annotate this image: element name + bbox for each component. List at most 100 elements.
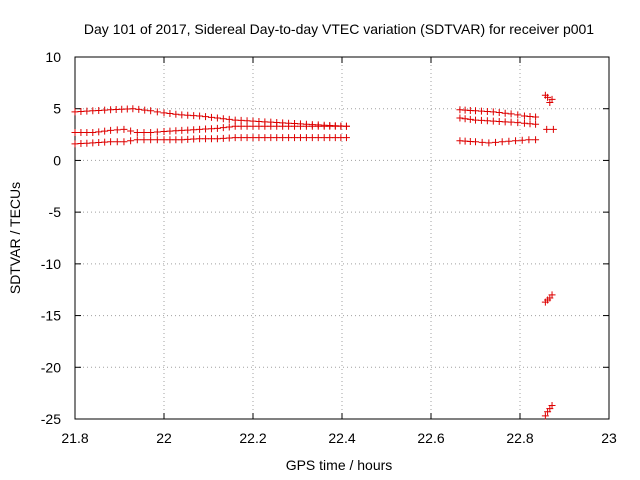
track-upper-point — [190, 112, 198, 120]
track-lower-point — [231, 134, 239, 142]
track-lower-point — [485, 139, 493, 147]
chart-title: Day 101 of 2017, Sidereal Day-to-day VTE… — [84, 21, 594, 37]
data-points — [71, 91, 557, 420]
end-cluster-minus24-point — [541, 412, 549, 420]
track-lower-point — [249, 134, 257, 142]
track-middle-point — [526, 120, 534, 128]
track-lower-point — [492, 138, 500, 146]
track-middle-point — [255, 122, 263, 130]
track-lower-point — [219, 134, 227, 142]
track-lower-point — [291, 134, 299, 142]
track-middle-point — [472, 116, 479, 124]
track-middle-point — [71, 129, 79, 137]
track-upper-point — [147, 107, 155, 115]
track-middle-point — [120, 125, 128, 133]
track-lower-point — [255, 134, 263, 142]
track-upper-point — [89, 107, 97, 115]
track-middle-point — [207, 125, 215, 133]
track-lower-point — [107, 138, 115, 146]
track-middle-point — [133, 129, 141, 137]
track-lower-point — [207, 135, 215, 143]
track-middle-point — [190, 126, 198, 134]
y-tick-label: 10 — [45, 49, 61, 65]
track-lower-point — [190, 135, 198, 143]
track-lower-point — [172, 136, 180, 144]
track-lower-point — [160, 136, 168, 144]
track-upper-point — [71, 108, 79, 116]
track-lower-point — [196, 135, 204, 143]
track-lower-point — [237, 134, 245, 142]
track-lower-point — [178, 136, 186, 144]
track-lower-point — [166, 136, 174, 144]
track-upper-point — [495, 109, 503, 117]
track-upper-point — [166, 110, 174, 118]
track-upper-point — [532, 113, 540, 121]
track-lower-point — [512, 137, 520, 145]
x-axis-label: GPS time / hours — [286, 457, 393, 473]
track-middle-point — [153, 128, 161, 136]
track-middle-point — [140, 129, 148, 137]
track-middle-point — [261, 122, 269, 130]
track-middle-point — [101, 127, 109, 135]
track-middle-point — [279, 122, 287, 130]
track-lower-point — [225, 134, 233, 142]
track-lower-point — [243, 134, 251, 142]
track-middle-point — [507, 118, 515, 126]
track-middle-point — [196, 125, 204, 133]
track-lower-point — [95, 139, 103, 147]
x-tick-label: 22.4 — [328, 430, 355, 446]
track-lower-point — [267, 134, 275, 142]
track-middle-point — [495, 117, 503, 125]
track-middle-point — [514, 119, 522, 127]
track-middle-point — [178, 126, 186, 134]
track-middle-point — [291, 122, 299, 130]
track-upper-point — [129, 105, 137, 113]
track-lower-point — [133, 136, 141, 144]
track-upper-point — [101, 106, 109, 114]
track-middle-point — [127, 127, 135, 135]
y-tick-label: 5 — [53, 101, 61, 117]
track-upper-point — [202, 113, 210, 121]
track-middle-point — [477, 116, 485, 124]
track-middle-point — [166, 127, 174, 135]
track-lower-point — [140, 136, 148, 144]
y-tick-label: -15 — [41, 308, 61, 324]
track-lower-point — [83, 139, 91, 147]
track-upper-point — [135, 105, 143, 113]
track-upper-point — [231, 116, 239, 124]
track-middle-point — [308, 122, 316, 130]
track-upper-point — [472, 107, 479, 115]
track-middle-point — [225, 123, 233, 131]
end-cluster-high-point — [544, 93, 552, 101]
track-lower-point — [505, 137, 513, 145]
track-upper-point — [483, 107, 491, 115]
track-middle-point — [466, 115, 474, 123]
track-middle-point — [549, 125, 557, 133]
track-lower-point — [478, 138, 486, 146]
end-cluster-high-point — [548, 95, 556, 103]
track-lower-point — [296, 134, 304, 142]
track-upper-point — [196, 112, 204, 120]
track-upper-point — [172, 110, 180, 118]
track-middle-point — [83, 129, 91, 137]
track-upper-point — [501, 109, 509, 117]
end-cluster-minus24-point — [548, 402, 556, 410]
track-lower-point — [498, 138, 506, 146]
track-middle-point — [314, 122, 322, 130]
track-upper-point — [507, 110, 515, 118]
track-middle-point — [532, 120, 540, 128]
x-tick-labels: 21.8 22 22.2 22.4 22.6 22.8 23 — [61, 430, 617, 446]
track-lower-point — [153, 136, 161, 144]
track-middle-point — [231, 122, 239, 130]
track-lower-point — [314, 134, 322, 142]
track-upper-point — [237, 116, 245, 124]
x-tick-label: 22 — [156, 430, 172, 446]
track-upper-point — [153, 108, 161, 116]
track-middle-point — [296, 122, 304, 130]
track-lower-point — [302, 134, 310, 142]
track-middle-point — [213, 124, 221, 132]
track-lower-point — [532, 136, 540, 144]
track-middle-point — [483, 117, 491, 125]
track-middle-point — [273, 122, 281, 130]
